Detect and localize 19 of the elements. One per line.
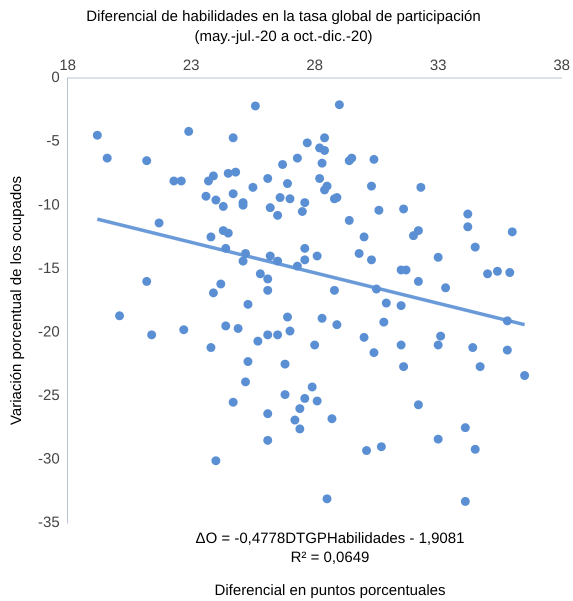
y-tick-label: 0 (51, 69, 60, 86)
x-tick-label: 38 (553, 57, 570, 74)
chart-title: Diferencial de habilidades en la tasa global de participación (86, 8, 481, 26)
x-tick-label: 33 (430, 57, 447, 74)
x-tick-label: 18 (59, 57, 76, 74)
y-tick-label: -5 (46, 132, 60, 150)
x-axis-title: Diferencial en puntos porcentuales (214, 582, 446, 600)
y-tick-label: -25 (38, 387, 60, 404)
y-tick-label: -35 (38, 514, 60, 532)
text: ΔO = -0,4778DTGPHabilidades - 1,9081 (196, 530, 464, 548)
x-tick-label: 28 (306, 57, 324, 74)
y-tick-label: -10 (38, 196, 60, 214)
y-tick-label: -20 (38, 323, 60, 340)
y-tick-label: -15 (38, 260, 60, 277)
y-tick-label: -30 (38, 450, 60, 468)
y-axis-title: Variación porcentual de los ocupados (8, 176, 26, 426)
text: R² = 0,0649 (290, 549, 370, 566)
x-tick-label: 23 (182, 57, 200, 74)
chart-subtitle: (may.-jul.-20 a oct.-dic.-20) (194, 28, 373, 46)
